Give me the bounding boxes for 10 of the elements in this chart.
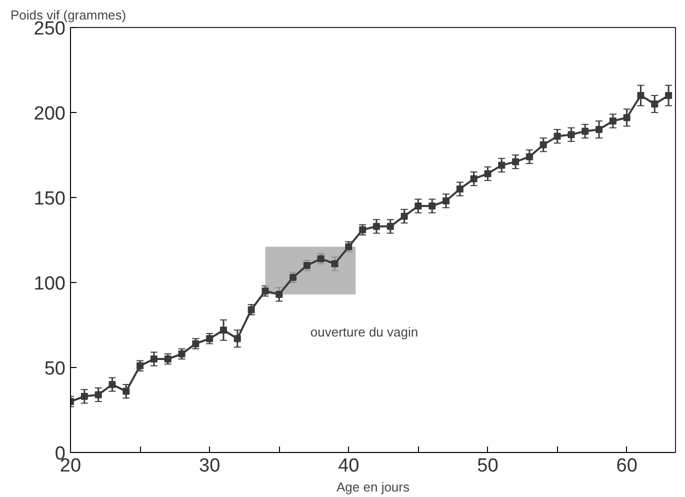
x-axis-title: Age en jours [336,480,410,494]
x-tick-label: 30 [199,456,220,476]
x-tick-label: 40 [338,456,360,476]
y-tick-label: 150 [34,188,66,210]
y-tick-label: 200 [34,104,66,124]
y-tick-label: 100 [34,274,66,294]
y-tick-label: 50 [44,358,66,380]
x-tick-label: 50 [477,456,498,476]
x-tick-label: 60 [616,456,638,476]
band-label: ouverture du vagin [310,324,418,340]
